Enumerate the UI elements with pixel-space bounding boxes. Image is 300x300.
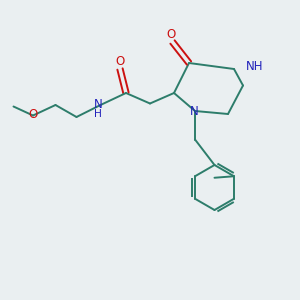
Text: O: O <box>167 28 176 41</box>
Text: O: O <box>28 108 38 122</box>
Text: NH: NH <box>245 60 263 74</box>
Text: O: O <box>116 55 124 68</box>
Text: N: N <box>94 98 103 111</box>
Text: H: H <box>94 109 102 119</box>
Text: N: N <box>190 105 199 118</box>
